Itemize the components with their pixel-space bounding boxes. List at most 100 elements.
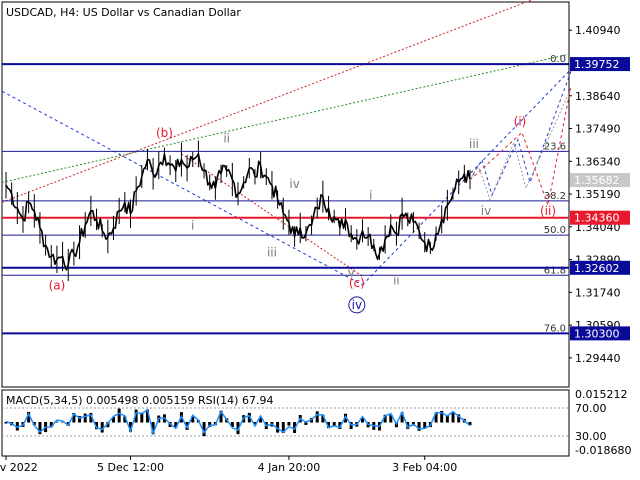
fib-level-label: 61.8 bbox=[544, 265, 566, 276]
macd-histogram-bar bbox=[276, 422, 280, 433]
wave-label: (i) bbox=[514, 114, 527, 128]
macd-histogram-bar bbox=[89, 412, 93, 423]
macd-histogram-bar bbox=[253, 422, 257, 426]
macd-histogram-bar bbox=[185, 422, 189, 430]
macd-histogram-bar bbox=[344, 413, 348, 423]
price-badge-label: 1.39752 bbox=[574, 58, 620, 71]
wave-label: iv bbox=[481, 204, 491, 218]
macd-histogram-bar bbox=[451, 411, 455, 423]
macd-histogram-bar bbox=[55, 421, 59, 423]
macd-top-value: 0.015212 bbox=[575, 388, 628, 401]
wave-label: ii bbox=[223, 131, 230, 145]
macd-histogram-bar bbox=[281, 422, 285, 434]
y-tick-label: 1.31740 bbox=[575, 286, 621, 299]
rsi-30-level: 30.00 bbox=[575, 430, 607, 443]
macd-histogram-bar bbox=[49, 422, 53, 428]
macd-histogram-bar bbox=[208, 422, 212, 427]
macd-histogram-bar bbox=[174, 422, 178, 428]
projection-red bbox=[469, 85, 572, 208]
macd-histogram-bar bbox=[15, 422, 19, 431]
projection-grey bbox=[469, 88, 572, 201]
macd-histogram-bar bbox=[78, 415, 82, 423]
wave-label-circle bbox=[348, 296, 366, 314]
macd-histogram-bar bbox=[445, 414, 449, 423]
macd-histogram-bar bbox=[32, 422, 36, 426]
price-badge bbox=[570, 173, 630, 188]
macd-histogram-bar bbox=[389, 414, 393, 423]
indicator-label: MACD(5,34,5) 0.005498 0.005159 RSI(14) 6… bbox=[6, 394, 273, 407]
y-tick-label: 1.35190 bbox=[575, 188, 621, 201]
wave-label: (b) bbox=[156, 126, 173, 140]
blue-channel-upper bbox=[1, 90, 363, 286]
macd-histogram-bar bbox=[191, 416, 195, 423]
fib-level-label: 38.2 bbox=[544, 191, 566, 202]
macd-histogram-bar bbox=[134, 409, 138, 423]
macd-histogram-bar bbox=[417, 422, 421, 431]
macd-histogram-bar bbox=[440, 410, 444, 423]
x-tick-label: 5 Dec 12:00 bbox=[97, 461, 164, 474]
macd-histogram-bar bbox=[468, 422, 472, 426]
macd-histogram-bar bbox=[140, 412, 144, 423]
macd-histogram-bar bbox=[230, 422, 234, 428]
y-tick-label: 1.40940 bbox=[575, 24, 621, 37]
macd-histogram-bar bbox=[332, 422, 336, 427]
macd-histogram-bar bbox=[117, 408, 121, 423]
chart-title: USDCAD, H4: US Dollar vs Canadian Dollar bbox=[6, 6, 241, 19]
wave-label: iv bbox=[289, 177, 299, 191]
wave-label: iv bbox=[352, 298, 362, 312]
macd-histogram-bar bbox=[72, 412, 76, 423]
macd-histogram-bar bbox=[383, 414, 387, 423]
macd-histogram-bar bbox=[27, 411, 31, 423]
y-tick-label: 1.29440 bbox=[575, 352, 621, 365]
macd-bottom-value: -0.018680 bbox=[575, 444, 631, 457]
wave-label: v bbox=[348, 265, 355, 279]
price-badge-label: 1.30300 bbox=[574, 327, 620, 340]
macd-histogram-bar bbox=[236, 422, 240, 435]
macd-histogram-bar bbox=[247, 412, 251, 423]
macd-histogram-bar bbox=[106, 422, 110, 428]
indicator-pane-border bbox=[1, 389, 570, 457]
wave-label: (c) bbox=[349, 276, 365, 290]
macd-histogram-bar bbox=[38, 422, 42, 435]
macd-histogram-bar bbox=[457, 414, 461, 423]
price-badges: 1.39752 1.35682 1.34360 1.32602 1.30300 bbox=[570, 57, 630, 341]
red-trend-line bbox=[1, 0, 534, 203]
macd-histogram-bar bbox=[151, 422, 155, 435]
fib-level-label: 23.6 bbox=[544, 141, 566, 152]
x-tick-label: 4 Nov 2022 bbox=[0, 461, 38, 474]
fibonacci-levels: 0.0 23.6 38.2 50.0 61.8 76.0 bbox=[2, 54, 569, 335]
blue-channel-rise bbox=[362, 70, 570, 286]
y-tick-label: 1.38640 bbox=[575, 90, 621, 103]
macd-histogram-bar bbox=[202, 422, 206, 437]
price-badge-label: 1.34360 bbox=[574, 212, 620, 225]
macd-histogram-bar bbox=[4, 422, 8, 424]
x-tick-label: 3 Feb 04:00 bbox=[392, 461, 457, 474]
price-badge-label: 1.32602 bbox=[574, 262, 620, 275]
macd-histogram-bar bbox=[287, 422, 291, 426]
wave-label: i bbox=[191, 218, 194, 232]
price-badge bbox=[570, 326, 630, 341]
macd-histogram-bar bbox=[304, 422, 308, 425]
rsi-line bbox=[5, 408, 471, 437]
rsi-70-level: 70.00 bbox=[575, 402, 607, 415]
macd-histogram-bar bbox=[123, 416, 127, 423]
wave-label: (ii) bbox=[540, 204, 556, 218]
wave-label: iii bbox=[267, 245, 277, 259]
macd-histogram-bar bbox=[293, 422, 297, 434]
macd-histogram-bar bbox=[219, 410, 223, 423]
wave-label: iii bbox=[469, 137, 479, 151]
macd-histogram-bar bbox=[321, 414, 325, 423]
macd-histogram-bar bbox=[423, 422, 427, 429]
macd-histogram-bar bbox=[145, 409, 149, 423]
y-tick-label: 1.37490 bbox=[575, 123, 621, 136]
green-trend-line bbox=[1, 53, 570, 183]
macd-histogram-bar bbox=[83, 413, 87, 423]
wave-label: i bbox=[369, 188, 372, 202]
red-wave-c-line bbox=[181, 153, 363, 277]
time-axis: 4 Nov 2022 5 Dec 12:00 4 Jan 20:00 3 Feb 04… bbox=[0, 456, 457, 474]
macd-histogram-bar bbox=[434, 412, 438, 423]
macd-histogram-bar bbox=[112, 416, 116, 423]
macd-histogram-bar bbox=[61, 421, 65, 423]
